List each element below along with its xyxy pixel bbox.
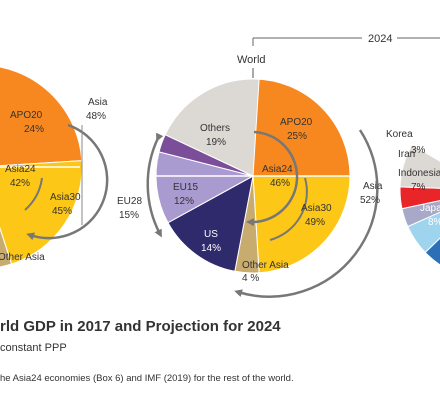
- right-pie-chart: Korea Iran 3% Indonesia 7% Japa 8%: [386, 129, 440, 266]
- left-label-asia30: Asia30: [50, 192, 81, 203]
- right-slice-top: [399, 144, 440, 189]
- figure-subtitle: constant PPP: [0, 342, 67, 354]
- mid-label-eu15: EU15: [173, 182, 198, 193]
- mid-value-eu28: 15%: [119, 210, 139, 221]
- world-slice-us: [167, 175, 254, 272]
- left-value-apo20: 24%: [24, 124, 44, 135]
- left-value-asia30: 45%: [52, 206, 72, 217]
- mid-value-others: 19%: [206, 137, 226, 148]
- right-value-iran: 3%: [411, 145, 426, 156]
- year-bracket: 2024: [252, 33, 440, 46]
- left-asia24-arrow: [26, 123, 109, 241]
- left-value-asia: 48%: [86, 111, 106, 122]
- mid-value-asia: 52%: [360, 195, 380, 206]
- world-heading: World: [237, 54, 266, 66]
- mid-asia30-arc: [269, 177, 308, 241]
- world-pie-chart: World APO20 25% Asia24 46% Asia30 49% As…: [117, 54, 383, 298]
- world-slice-asia30: [252, 175, 351, 274]
- mid-label-asia30: Asia30: [301, 203, 332, 214]
- mid-label-apo20: APO20: [280, 117, 313, 128]
- right-value-japan: 8%: [428, 217, 440, 228]
- right-label-korea: Korea: [386, 129, 413, 140]
- left-label-asia: Asia: [88, 97, 108, 108]
- mid-value-eu15: 12%: [174, 196, 194, 207]
- mid-asia24-arrow: [246, 130, 299, 227]
- left-label-apo20: APO20: [10, 110, 43, 121]
- right-slice-japan: [424, 237, 440, 266]
- left-pie-chart: APO20 24% Asia24 42% Asia30 45% Asia 48%…: [0, 66, 109, 268]
- mid-value-us: 14%: [201, 243, 221, 254]
- mid-value-other-asia: 4 %: [242, 273, 259, 284]
- world-slice-others: [164, 78, 260, 177]
- mid-label-eu28: EU28: [117, 196, 142, 207]
- left-label-other-asia: Other Asia: [0, 252, 45, 263]
- left-slice-other-asia: [0, 226, 13, 268]
- right-label-iran: Iran: [398, 149, 415, 160]
- mid-label-other-asia: Other Asia: [242, 260, 289, 271]
- mid-eu28-arrow: [146, 132, 164, 238]
- mid-label-asia24: Asia24: [262, 164, 293, 175]
- mid-asia-arrow: [234, 129, 379, 298]
- right-label-japan: Japa: [420, 203, 440, 214]
- mid-value-asia30: 49%: [305, 217, 325, 228]
- world-slice-apo20: [252, 78, 351, 177]
- mid-value-asia24: 46%: [270, 178, 290, 189]
- mid-label-others: Others: [200, 123, 230, 134]
- mid-label-asia: Asia: [363, 181, 383, 192]
- left-label-asia24: Asia24: [5, 164, 36, 175]
- right-label-indonesia: Indonesia: [398, 168, 440, 179]
- right-value-indonesia: 7%: [411, 182, 426, 193]
- figure-source-note: he Asia24 economies (Box 6) and IMF (201…: [0, 373, 294, 384]
- bracket-year: 2024: [368, 33, 392, 45]
- mid-label-us: US: [204, 229, 218, 240]
- mid-value-apo20: 25%: [287, 131, 307, 142]
- left-asia30-arc: [24, 177, 43, 211]
- left-slice-apo20: [0, 66, 83, 167]
- left-value-asia24: 42%: [10, 178, 30, 189]
- figure-title: rld GDP in 2017 and Projection for 2024: [0, 318, 281, 335]
